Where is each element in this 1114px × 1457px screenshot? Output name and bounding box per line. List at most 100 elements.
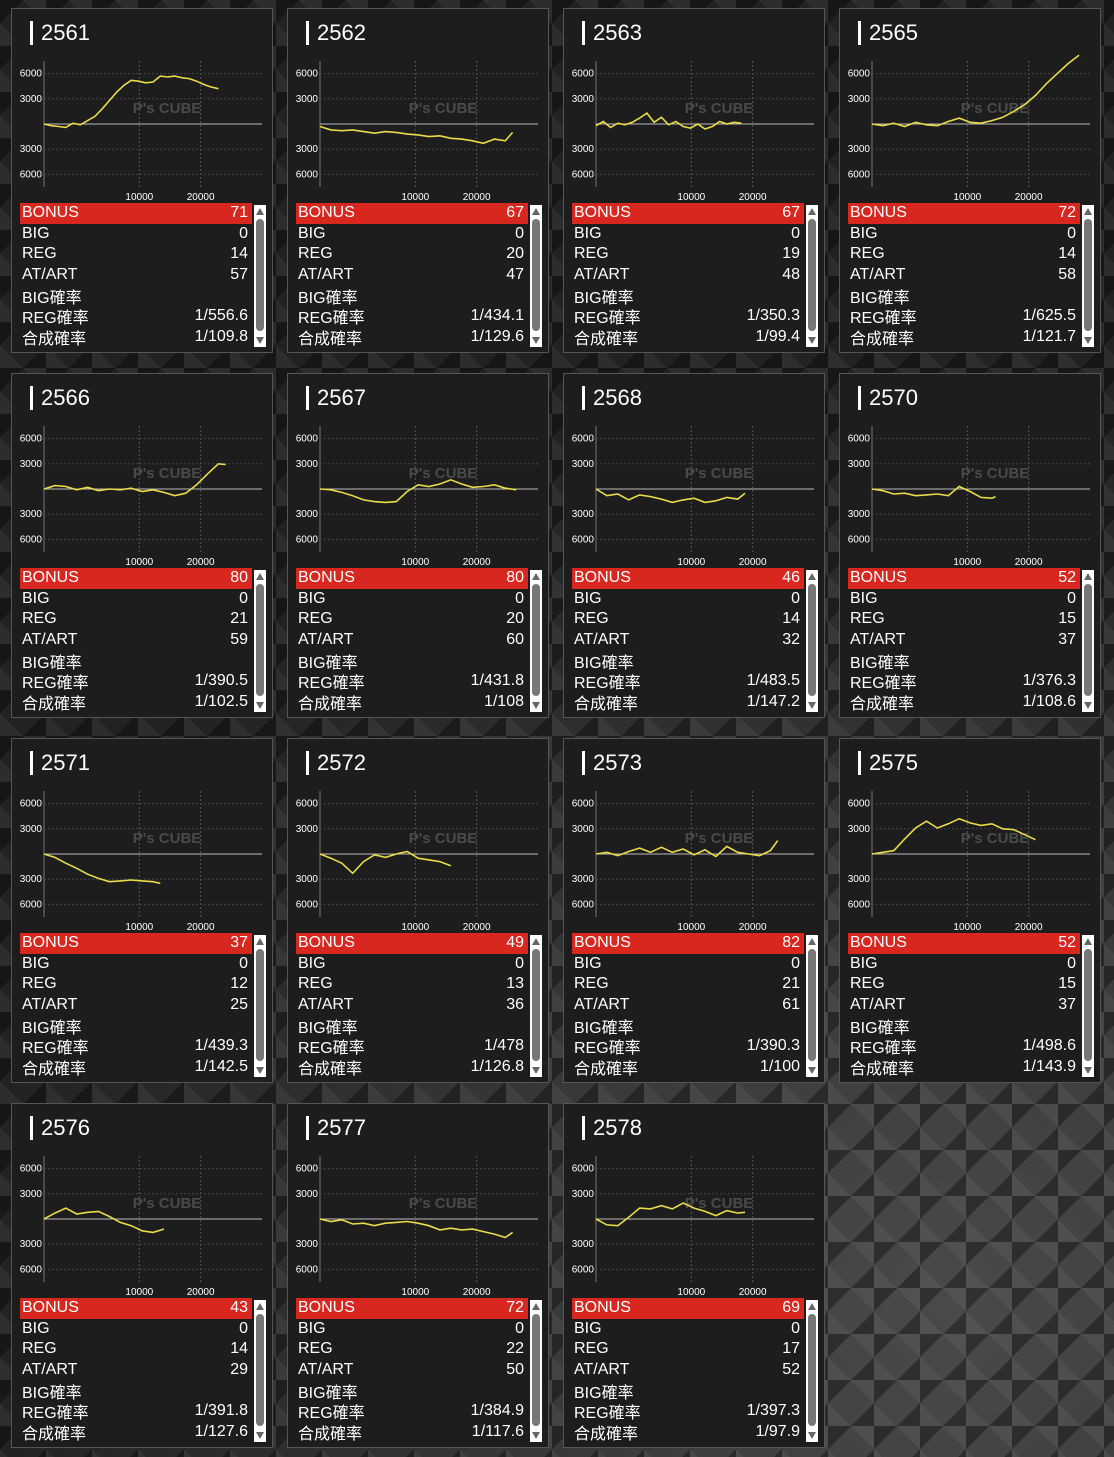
machine-card[interactable]: 2567 10000 20000 6000 3000 −3000 −6000 P's CUBE… [287,373,549,718]
machine-card[interactable]: 2576 10000 20000 6000 3000 −3000 −6000 P's CUBE… [11,1103,273,1448]
stat-label: BIG確率 [850,1019,910,1037]
scroll-up-arrow-icon[interactable] [532,573,540,580]
scroll-down-arrow-icon[interactable] [1084,702,1092,709]
stats-scrollbar[interactable] [530,205,542,347]
scroll-up-arrow-icon[interactable] [808,208,816,215]
scroll-up-arrow-icon[interactable] [256,938,264,945]
machine-card[interactable]: 2577 10000 20000 6000 3000 −3000 −6000 P's CUBE… [287,1103,549,1448]
scroll-down-arrow-icon[interactable] [256,1067,264,1074]
stats-scrollbar[interactable] [806,1300,818,1442]
stats-scrollbar[interactable] [254,935,266,1077]
big-rate-row: BIG確率 [848,285,1080,307]
scroll-down-arrow-icon[interactable] [532,337,540,344]
stat-value: 1/498.6 [1022,1037,1076,1055]
machine-card[interactable]: 2575 10000 20000 6000 3000 −3000 −6000 P's CUBE… [839,738,1101,1083]
scroll-thumb[interactable] [1084,949,1092,1061]
scroll-down-arrow-icon[interactable] [532,702,540,709]
stats-table: BONUS 52 BIG 0 REG 15 AT/ART 37 BIG確率 REG確率 1/376.… [848,568,1080,713]
stat-value: 0 [791,954,800,972]
scroll-thumb[interactable] [808,219,816,331]
scroll-down-arrow-icon[interactable] [1084,1067,1092,1074]
machine-card[interactable]: 2578 10000 20000 6000 3000 −3000 −6000 P's CUBE… [563,1103,825,1448]
stat-value: 0 [515,224,524,242]
machine-number: 2577 [306,1116,366,1140]
scroll-thumb[interactable] [256,584,264,696]
machine-card[interactable]: 2562 10000 20000 6000 3000 −3000 −6000 P's CUBE… [287,8,549,353]
scroll-down-arrow-icon[interactable] [808,1432,816,1439]
scroll-up-arrow-icon[interactable] [532,208,540,215]
stat-label: BONUS [850,204,907,222]
stat-label: REG [298,610,333,628]
machine-card[interactable]: 2571 10000 20000 6000 3000 −3000 −6000 P's CUBE… [11,738,273,1083]
stat-value: 37 [1058,631,1076,649]
x-tick-label: 10000 [677,922,705,933]
scroll-down-arrow-icon[interactable] [1084,337,1092,344]
scroll-thumb[interactable] [1084,584,1092,696]
slump-line [595,112,742,130]
scroll-thumb[interactable] [256,1314,264,1426]
big-rate-row: BIG確率 [848,1015,1080,1037]
stat-label: BIG [574,224,602,242]
big-rate-row: BIG確率 [572,1380,804,1402]
scroll-down-arrow-icon[interactable] [256,337,264,344]
scroll-up-arrow-icon[interactable] [256,573,264,580]
at-row: AT/ART 57 [20,265,252,286]
scroll-thumb[interactable] [808,949,816,1061]
scroll-thumb[interactable] [532,1314,540,1426]
stats-scrollbar[interactable] [254,1300,266,1442]
scroll-thumb[interactable] [808,1314,816,1426]
scroll-up-arrow-icon[interactable] [1084,208,1092,215]
at-row: AT/ART 50 [296,1360,528,1381]
scroll-down-arrow-icon[interactable] [808,337,816,344]
stat-value: 1/143.9 [1022,1057,1076,1075]
watermark: P's CUBE [409,1195,478,1212]
scroll-thumb[interactable] [532,219,540,331]
scroll-down-arrow-icon[interactable] [532,1432,540,1439]
x-tick-label: 10000 [677,1287,705,1298]
scroll-down-arrow-icon[interactable] [808,1067,816,1074]
scroll-down-arrow-icon[interactable] [256,1432,264,1439]
stats-scrollbar[interactable] [254,570,266,712]
stats-scrollbar[interactable] [806,935,818,1077]
scroll-up-arrow-icon[interactable] [1084,573,1092,580]
scroll-down-arrow-icon[interactable] [808,702,816,709]
scroll-down-arrow-icon[interactable] [256,702,264,709]
scroll-up-arrow-icon[interactable] [808,938,816,945]
machine-card[interactable]: 2566 10000 20000 6000 3000 −3000 −6000 P's CUBE… [11,373,273,718]
machine-card[interactable]: 2561 10000 20000 6000 3000 −3000 −6000 P's CUBE… [11,8,273,353]
stat-label: 合成確率 [298,695,363,713]
stats-scrollbar[interactable] [530,570,542,712]
machine-card[interactable]: 2572 10000 20000 6000 3000 −3000 −6000 P's CUBE… [287,738,549,1083]
scroll-up-arrow-icon[interactable] [808,573,816,580]
reg-row: REG 14 [848,244,1080,265]
scroll-up-arrow-icon[interactable] [256,1303,264,1310]
stats-scrollbar[interactable] [1082,205,1094,347]
stats-scrollbar[interactable] [530,1300,542,1442]
stats-scrollbar[interactable] [1082,935,1094,1077]
scroll-thumb[interactable] [532,949,540,1061]
scroll-up-arrow-icon[interactable] [532,1303,540,1310]
machine-card[interactable]: 2570 10000 20000 6000 3000 −3000 −6000 P's CUBE… [839,373,1101,718]
scroll-up-arrow-icon[interactable] [532,938,540,945]
stat-value: 0 [515,1319,524,1337]
scroll-up-arrow-icon[interactable] [1084,938,1092,945]
scroll-thumb[interactable] [1084,219,1092,331]
stats-scrollbar[interactable] [806,205,818,347]
scroll-thumb[interactable] [256,949,264,1061]
scroll-thumb[interactable] [808,584,816,696]
scroll-down-arrow-icon[interactable] [532,1067,540,1074]
stats-scrollbar[interactable] [1082,570,1094,712]
machine-card[interactable]: 2563 10000 20000 6000 3000 −3000 −6000 P's CUBE… [563,8,825,353]
machine-card[interactable]: 2568 10000 20000 6000 3000 −3000 −6000 P's CUBE… [563,373,825,718]
machine-card[interactable]: 2573 10000 20000 6000 3000 −3000 −6000 P's CUBE… [563,738,825,1083]
stats-scrollbar[interactable] [806,570,818,712]
scroll-up-arrow-icon[interactable] [808,1303,816,1310]
scroll-up-arrow-icon[interactable] [256,208,264,215]
stats-scrollbar[interactable] [530,935,542,1077]
scroll-thumb[interactable] [256,219,264,331]
total-rate-row: 合成確率 1/97.9 [572,1422,804,1443]
stats-scrollbar[interactable] [254,205,266,347]
stat-value: 0 [239,224,248,242]
scroll-thumb[interactable] [532,584,540,696]
